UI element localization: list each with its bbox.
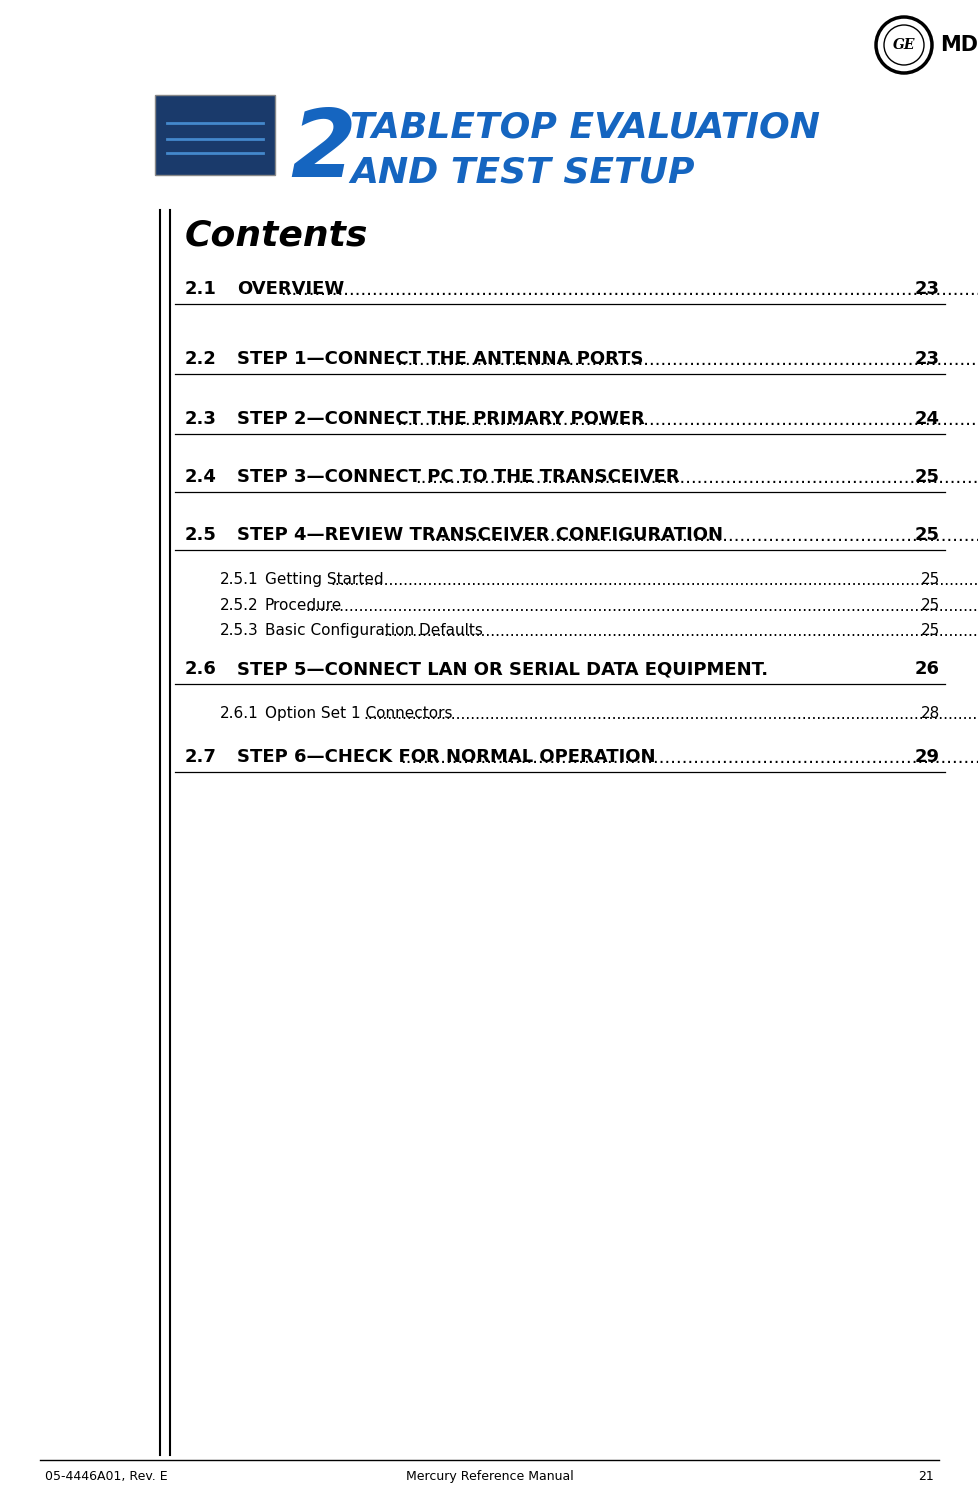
Text: AND TEST SETUP: AND TEST SETUP [350, 154, 693, 189]
Text: 2.5.2: 2.5.2 [220, 598, 258, 613]
Text: TABLETOP EVALUATION: TABLETOP EVALUATION [350, 109, 820, 144]
Text: 25: 25 [920, 573, 939, 588]
Text: 2: 2 [289, 105, 355, 196]
Text: Getting Started: Getting Started [265, 573, 383, 588]
Text: ................................................................................: ........................................… [305, 600, 978, 615]
Text: Procedure: Procedure [265, 598, 342, 613]
Bar [155, 94, 275, 175]
Text: 2.3: 2.3 [185, 411, 217, 429]
Text: 2.4: 2.4 [185, 468, 217, 486]
Text: Option Set 1 Connectors: Option Set 1 Connectors [265, 706, 452, 721]
Text: ................................................................................: ........................................… [383, 624, 978, 639]
Text: ................................................................................: ........................................… [395, 411, 978, 429]
Text: 2.5.3: 2.5.3 [220, 624, 258, 639]
Text: ................................................................................: ........................................… [400, 750, 978, 767]
Text: 29: 29 [914, 748, 939, 766]
Text: 2.2: 2.2 [185, 349, 217, 367]
Text: 25: 25 [914, 468, 939, 486]
Text: 26: 26 [914, 660, 939, 678]
Text: ................................................................................: ........................................… [363, 708, 978, 723]
Text: STEP 5—CONNECT LAN OR SERIAL DATA EQUIPMENT.: STEP 5—CONNECT LAN OR SERIAL DATA EQUIPM… [237, 660, 768, 678]
Text: STEP 2—CONNECT THE PRIMARY POWER: STEP 2—CONNECT THE PRIMARY POWER [237, 411, 645, 429]
Text: STEP 4—REVIEW TRANSCEIVER CONFIGURATION: STEP 4—REVIEW TRANSCEIVER CONFIGURATION [237, 526, 723, 544]
Text: STEP 1—CONNECT THE ANTENNA PORTS: STEP 1—CONNECT THE ANTENNA PORTS [237, 349, 643, 367]
Text: STEP 3—CONNECT PC TO THE TRANSCEIVER: STEP 3—CONNECT PC TO THE TRANSCEIVER [237, 468, 679, 486]
Text: 25: 25 [920, 624, 939, 639]
Text: ................................................................................: ........................................… [330, 573, 978, 588]
Text: STEP 6—CHECK FOR NORMAL OPERATION: STEP 6—CHECK FOR NORMAL OPERATION [237, 748, 655, 766]
Text: Contents: Contents [185, 217, 368, 252]
Text: GE: GE [892, 37, 914, 52]
Text: MDS: MDS [939, 34, 978, 55]
Text: ................................................................................: ........................................… [280, 280, 978, 298]
Text: 2.5.1: 2.5.1 [220, 573, 258, 588]
Text: 21: 21 [917, 1471, 933, 1483]
Text: 2.7: 2.7 [185, 748, 217, 766]
Text: 2.1: 2.1 [185, 280, 217, 298]
Text: 24: 24 [914, 411, 939, 429]
Text: 2.6: 2.6 [185, 660, 217, 678]
Text: Mercury Reference Manual: Mercury Reference Manual [405, 1471, 573, 1483]
Text: Basic Configuration Defaults: Basic Configuration Defaults [265, 624, 482, 639]
Text: 25: 25 [914, 526, 939, 544]
Text: ................................................................................: ........................................… [415, 469, 978, 487]
Text: 2.6.1: 2.6.1 [220, 706, 258, 721]
Text: 28: 28 [920, 706, 939, 721]
Text: OVERVIEW: OVERVIEW [237, 280, 344, 298]
Text: 2.5: 2.5 [185, 526, 217, 544]
Text: ................................................................................: ........................................… [395, 351, 978, 369]
Text: 25: 25 [920, 598, 939, 613]
Text: 05-4446A01, Rev. E: 05-4446A01, Rev. E [45, 1471, 167, 1483]
Text: 23: 23 [914, 280, 939, 298]
Text: 23: 23 [914, 349, 939, 367]
Text: ................................................................................: ........................................… [429, 528, 978, 546]
